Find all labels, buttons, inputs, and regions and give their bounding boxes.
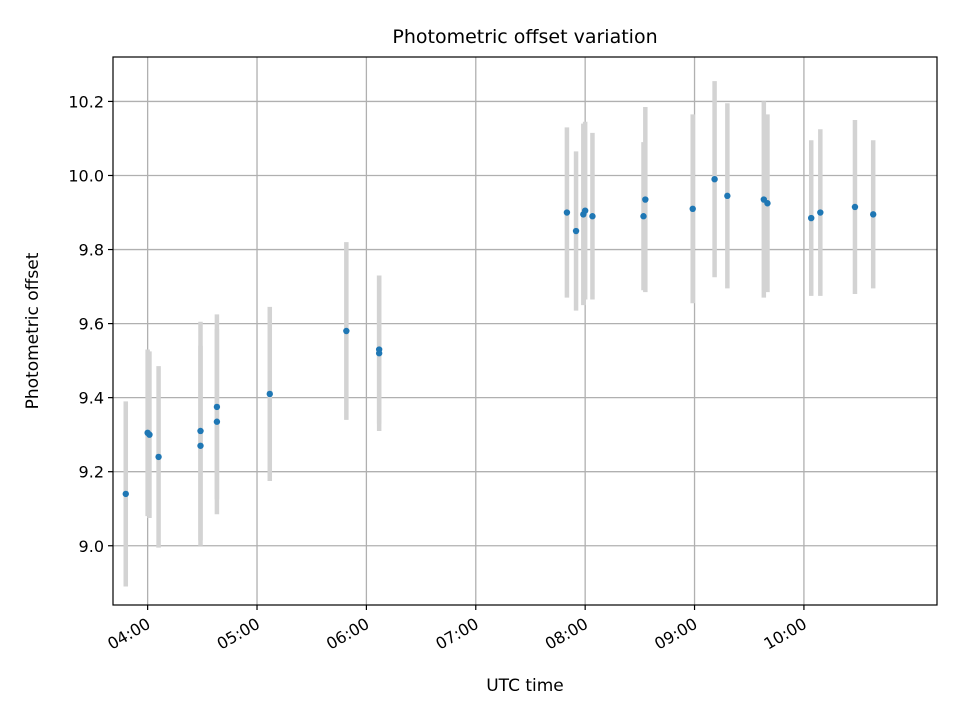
- data-point: [589, 213, 596, 220]
- marker-layer: [122, 175, 877, 498]
- data-point: [375, 350, 383, 357]
- data-point: [266, 390, 273, 398]
- data-point: [764, 200, 771, 207]
- data-point: [122, 490, 129, 498]
- data-point: [563, 209, 571, 216]
- data-point: [640, 213, 647, 220]
- y-tick-label: 10.2: [68, 92, 104, 111]
- y-tick-label: 9.2: [79, 463, 104, 482]
- data-point: [869, 211, 877, 218]
- data-point: [817, 209, 824, 216]
- chart-title: Photometric offset variation: [392, 26, 657, 48]
- data-point: [146, 431, 153, 438]
- x-axis-label: UTC time: [486, 676, 564, 696]
- data-point: [197, 442, 204, 449]
- data-point: [642, 196, 649, 203]
- data-point: [689, 205, 696, 213]
- data-point: [155, 453, 162, 461]
- y-axis-label: Photometric offset: [23, 252, 43, 409]
- data-point: [581, 207, 589, 214]
- y-tick-label: 9.4: [79, 389, 104, 408]
- data-point: [851, 203, 859, 211]
- y-tick-label: 10.0: [68, 166, 104, 185]
- data-point: [197, 427, 204, 435]
- data-point: [724, 192, 731, 200]
- data-point: [213, 418, 221, 425]
- y-tick-label: 9.6: [79, 315, 104, 334]
- data-point: [572, 227, 580, 235]
- data-point: [808, 214, 815, 222]
- data-point: [213, 403, 221, 411]
- plot-frame: [112, 56, 938, 606]
- y-tick-label: 9.8: [79, 241, 104, 260]
- y-tick-label: 9.0: [79, 537, 104, 556]
- data-point: [343, 327, 350, 335]
- data-point: [711, 175, 718, 183]
